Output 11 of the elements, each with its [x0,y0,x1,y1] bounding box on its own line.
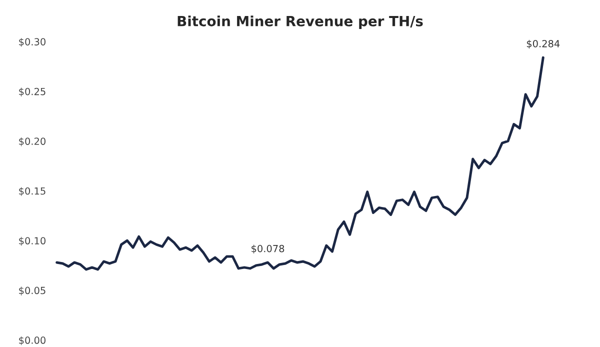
y-tick-label: $0.25 [19,88,46,96]
y-tick-label: $0.30 [19,38,46,47]
y-tick-label: $0.10 [19,236,46,246]
y-tick-label: $0.00 [19,336,46,346]
y-tick-label: $0.05 [19,286,46,296]
data-label: $0.284 [526,40,560,49]
y-tick-label: $0.20 [19,137,46,146]
line-series [56,56,544,271]
y-tick-label: $0.15 [19,187,46,196]
chart-title: Bitcoin Miner Revenue per TH/s [178,16,423,30]
data-label: $0.078 [252,244,284,254]
